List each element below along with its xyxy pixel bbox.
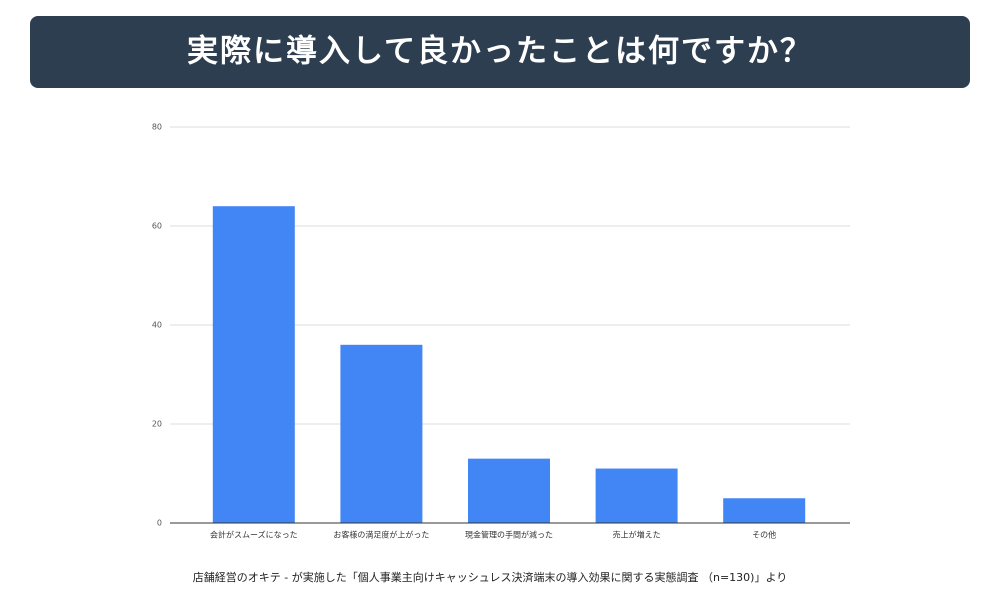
y-tick-label: 0: [157, 519, 162, 528]
y-tick-label: 60: [152, 222, 162, 231]
x-tick-label: 売上が増えた: [613, 530, 661, 540]
bar: [340, 344, 423, 523]
x-tick-label: 会計がスムーズになった: [210, 530, 298, 540]
title-banner: [30, 16, 970, 88]
x-tick-label: 現金管理の手間が減った: [465, 530, 553, 540]
x-tick-label: お客様の満足度が上がった: [333, 530, 429, 540]
source-note: 店舗経営のオキテ - が実施した「個人事業主向けキャッシュレス決済端末の導入効果…: [193, 570, 788, 584]
bar: [468, 458, 550, 523]
bar: [595, 468, 678, 523]
x-tick-label: その他: [752, 530, 776, 540]
bar: [723, 498, 806, 523]
chart-title: 実際に導入して良かったことは何ですか？: [187, 34, 813, 70]
bar: [212, 206, 295, 523]
y-tick-label: 80: [152, 123, 162, 132]
y-tick-label: 40: [152, 321, 162, 330]
y-tick-label: 20: [152, 420, 162, 429]
